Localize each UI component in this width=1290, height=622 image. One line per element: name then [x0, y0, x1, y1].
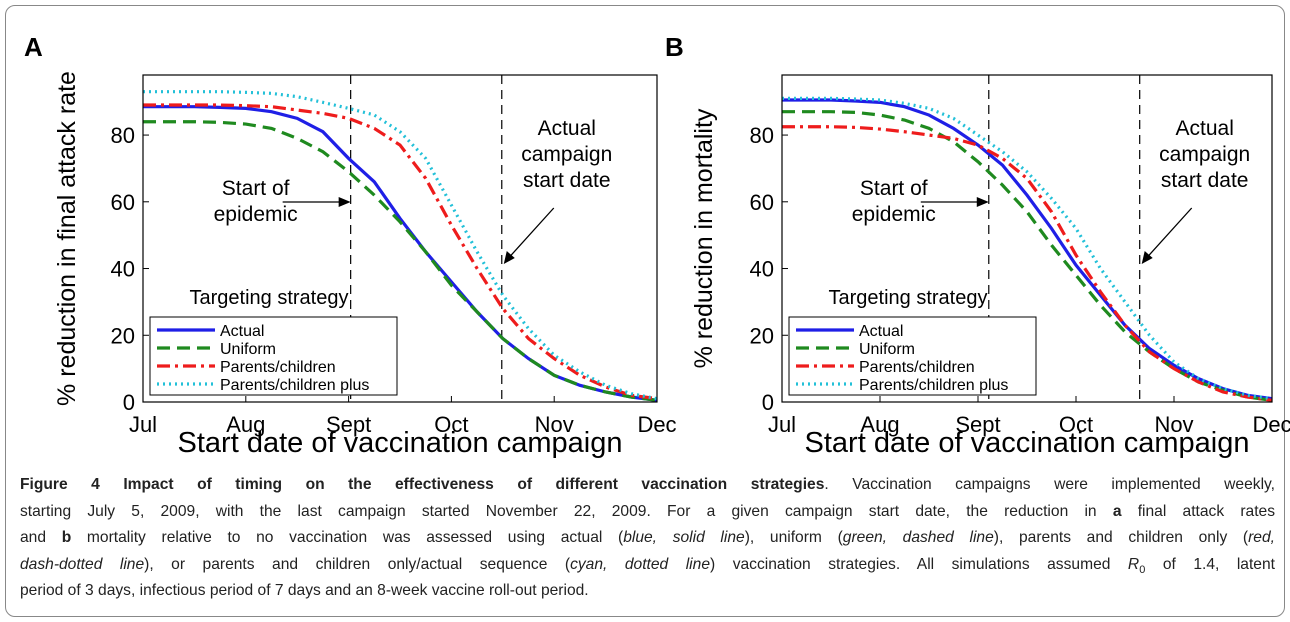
x-tick-label: Jul [129, 412, 157, 437]
series-line [782, 125, 1273, 402]
series-line [782, 96, 1273, 401]
x-tick-label: Nov [1154, 412, 1193, 437]
annotation-text: Start of [222, 177, 290, 200]
figure: A % reduction in final attack rate Start d… [24, 32, 1290, 459]
figure-frame [5, 5, 1285, 617]
x-tick-label: Dec [1252, 412, 1290, 437]
caption-line: Figure 4 Impact of timing on the effecti… [20, 472, 1275, 499]
x-axis-label: Start date of vaccination campaign [805, 427, 1250, 459]
x-tick-label: Jul [768, 412, 796, 437]
annotation: Start of epidemic [214, 177, 351, 226]
annotation-text: campaign [521, 143, 612, 166]
x-tick-label: Dec [637, 412, 676, 437]
x-tick-label: Aug [860, 412, 899, 437]
caption-text: dash-dotted line [20, 555, 145, 573]
annotation: Actual campaign start date [503, 117, 612, 264]
x-axis-label: Start date of vaccination campaign [178, 427, 623, 459]
legend-label: Parents/children plus [220, 377, 369, 394]
caption-text: and [20, 529, 62, 546]
y-tick-label: 60 [750, 190, 774, 215]
y-tick-label: 40 [111, 257, 135, 282]
caption-text: red, [1248, 529, 1275, 546]
legend-label: Parents/children [859, 359, 975, 376]
legend-label: Uniform [859, 341, 915, 358]
y-tick-label: 20 [750, 323, 774, 348]
series-line [143, 103, 658, 401]
arrow-head [503, 251, 515, 264]
caption-text: Figure 4 Impact of timing on the effecti… [20, 476, 825, 493]
annotation: Start of epidemic [852, 177, 989, 226]
y-axis-label: % reduction in mortality [690, 108, 718, 368]
y-tick-label: 20 [111, 323, 135, 348]
legend-label: Parents/children plus [859, 377, 1008, 394]
caption-text: cyan, dotted line [570, 555, 710, 573]
annotation-text: epidemic [214, 203, 298, 226]
caption-text: period of 3 days, infectious period of 7… [20, 582, 589, 599]
legend-title: Targeting strategy [190, 287, 349, 309]
annotation-text: start date [523, 169, 611, 192]
y-axis-label: % reduction in final attack rate [53, 71, 81, 406]
y-tick-label: 0 [123, 390, 135, 415]
caption-text: R [1127, 555, 1140, 573]
caption-text: b [61, 529, 72, 546]
y-tick-label: 80 [750, 123, 774, 148]
x-tick-label: Oct [1059, 412, 1093, 437]
annotation-text: Actual [538, 117, 596, 140]
arrow-head [338, 197, 351, 207]
annotation-text: Start of [860, 177, 928, 200]
annotation-text: epidemic [852, 203, 936, 226]
caption-text: blue, solid line [623, 529, 745, 546]
caption-text: starting July 5, 2009, with the last cam… [20, 502, 1113, 520]
caption-line: dash-dotted line), or parents and childr… [20, 552, 1275, 579]
annotation: Actual campaign start date [1141, 117, 1250, 264]
y-tick-label: 40 [750, 257, 774, 282]
caption-text: ) vaccination strategies. All simulation… [710, 555, 1128, 573]
series-line [782, 98, 1273, 401]
arrow-head [1141, 251, 1153, 264]
caption-text: a [1112, 502, 1122, 520]
arrow-head [976, 197, 989, 207]
caption-text: . Vaccination campaigns were implemented… [824, 476, 1276, 493]
plot-frame [781, 74, 1273, 403]
panel-label: A [24, 32, 43, 62]
caption-text: ), uniform ( [744, 529, 843, 546]
caption-text: of 1.4, latent [1145, 555, 1275, 573]
annotation-text: start date [1161, 169, 1249, 192]
series-line [143, 120, 658, 402]
legend-label: Actual [859, 323, 903, 340]
series-line [782, 110, 1273, 402]
annotation-text: Actual [1176, 117, 1234, 140]
panel-label: B [665, 32, 684, 62]
caption-text: final attack rates [1121, 502, 1276, 520]
caption: Figure 4 Impact of timing on the effecti… [20, 472, 1275, 605]
plot-frame [142, 74, 658, 403]
x-tick-label: Sept [955, 412, 1000, 437]
legend-label: Uniform [220, 341, 276, 358]
caption-line: starting July 5, 2009, with the last cam… [20, 499, 1275, 526]
caption-text: ), parents and children only ( [993, 529, 1249, 546]
y-tick-label: 80 [111, 123, 135, 148]
annotation-arrow [506, 207, 555, 261]
legend-label: Actual [220, 323, 264, 340]
x-tick-label: Nov [535, 412, 574, 437]
caption-text: 0 [1139, 563, 1146, 576]
annotation-arrow [1144, 207, 1193, 261]
caption-line: and b mortality relative to no vaccinati… [20, 525, 1275, 552]
x-tick-label: Aug [226, 412, 265, 437]
y-tick-label: 60 [111, 190, 135, 215]
y-tick-label: 0 [762, 390, 774, 415]
caption-text: mortality relative to no vaccination was… [71, 529, 624, 546]
caption-text: green, dashed line [842, 529, 994, 546]
series-line [143, 90, 658, 401]
caption-text: ), or parents and children only/actual s… [144, 555, 571, 573]
caption-line: period of 3 days, infectious period of 7… [20, 578, 1275, 605]
x-tick-label: Sept [326, 412, 371, 437]
legend-title: Targeting strategy [829, 287, 988, 309]
x-tick-label: Oct [434, 412, 468, 437]
legend-label: Parents/children [220, 359, 336, 376]
annotation-text: campaign [1159, 143, 1250, 166]
